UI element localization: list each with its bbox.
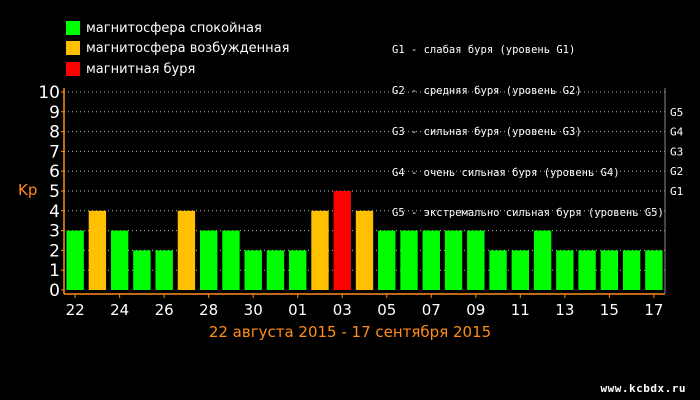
kp-bar [645,250,663,290]
kp-bar [244,250,262,290]
storm-level-g1: G1 - слабая буря (уровень G1) [392,44,576,57]
x-tick-label: 05 [377,301,396,319]
x-tick-label: 22 [66,301,85,319]
legend-item-active: магнитосфера возбужденная [66,40,289,56]
kp-bar [66,230,84,290]
legend-swatch-active [66,41,80,55]
x-tick-label: 11 [511,301,530,319]
g-level-tick: G2 [670,165,683,178]
kp-bar [600,250,619,290]
legend-item-storm: магнитная буря [66,61,195,77]
legend-label-active: магнитосфера возбужденная [86,40,290,56]
x-tick-label: 03 [333,301,352,319]
y-tick-label: 7 [49,142,60,162]
kp-bar [177,210,196,290]
date-range-caption: 22 августа 2015 - 17 сентября 2015 [208,323,492,341]
y-tick-label: 3 [49,222,60,242]
g-level-tick: G3 [670,145,683,158]
kp-bar [578,250,596,290]
kp-bar [467,230,485,290]
kp-bar [400,230,418,290]
legend-swatch-storm [66,62,80,76]
y-tick-label: 1 [49,261,60,281]
kp-bar [155,250,173,290]
kp-bar [422,230,440,290]
storm-level-g2: G2 - средняя буря (уровень G2) [392,84,582,97]
y-tick-label: 9 [49,103,60,123]
kp-bar [222,230,240,290]
y-axis-label: Kp [18,181,38,199]
y-tick-label: 0 [49,281,60,301]
y-tick-label: 10 [38,83,60,103]
kp-bar [622,250,641,290]
legend-swatch-quiet [66,21,80,35]
storm-level-g3: G3 - сильная буря (уровень G3) [392,125,582,138]
y-tick-label: 6 [49,162,60,182]
storm-level-g4: G4 - очень сильная буря (уровень G4) [392,166,620,179]
y-tick-label: 4 [49,202,60,222]
kp-bar [511,250,529,290]
kp-bar [533,230,552,290]
g-level-tick: G5 [670,106,683,119]
kp-bar [110,230,129,290]
x-tick-label: 01 [288,301,307,319]
kp-bar [378,230,396,290]
y-tick-label: 2 [49,241,60,261]
y-tick-label: 8 [49,123,60,143]
x-tick-label: 26 [155,301,174,319]
x-tick-label: 15 [600,301,619,319]
kp-bar [200,230,218,290]
kp-bar [489,250,507,290]
x-tick-label: 17 [644,301,663,319]
kp-bar [88,210,107,290]
y-tick-label: 5 [49,182,60,202]
kp-bar [556,250,574,290]
x-tick-label: 07 [422,301,441,319]
legend-label-quiet: магнитосфера спокойная [86,20,262,36]
x-tick-label: 13 [555,301,574,319]
kp-bar [311,210,329,290]
kp-bar [333,191,351,290]
g-level-tick: G4 [670,126,684,139]
legend-item-quiet: магнитосфера спокойная [66,20,262,36]
kp-bar [133,250,151,290]
kp-bar [355,210,374,290]
kp-bar [289,250,307,290]
kp-bar [444,230,463,290]
x-tick-label: 09 [466,301,485,319]
kp-bar [266,250,285,290]
x-tick-label: 30 [244,301,263,319]
x-tick-label: 28 [199,301,218,319]
legend-label-storm: магнитная буря [86,61,196,77]
x-tick-label: 24 [110,301,129,319]
g-level-tick: G1 [670,185,683,198]
site-watermark: www.kcbdx.ru [600,382,686,395]
